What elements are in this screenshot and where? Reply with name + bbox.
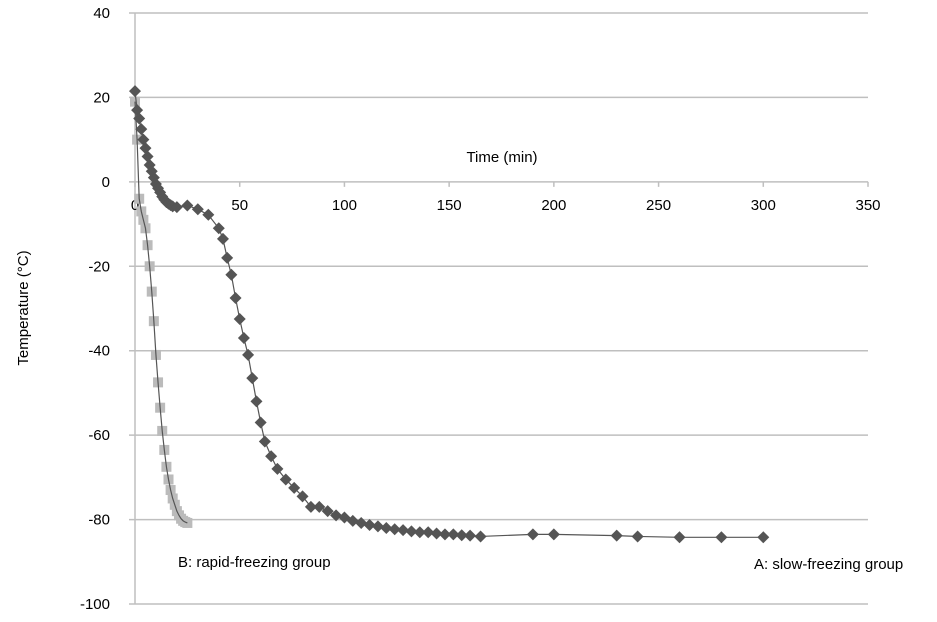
y-tick-label: -60 [88, 427, 110, 444]
y-tick-label: 40 [93, 5, 110, 22]
y-axis-ticks: 40 20 0 -20 -40 -60 -80 -100 [80, 5, 110, 613]
y-tick-label: -40 [88, 343, 110, 360]
y-tick-label: -20 [88, 258, 110, 275]
series-layer [129, 85, 770, 544]
x-tick-label: 150 [437, 197, 462, 214]
series-slow [129, 85, 770, 544]
x-tick-label: 50 [231, 197, 248, 214]
series-line [134, 91, 764, 538]
x-tick-label: 250 [646, 197, 671, 214]
x-axis-label: Time (min) [466, 149, 537, 166]
y-tick-label: 0 [102, 174, 110, 191]
x-axis-ticks: 0 50 100 150 200 250 300 350 [131, 181, 881, 214]
x-tick-label: 100 [332, 197, 357, 214]
gridlines [129, 12, 868, 605]
series-rapid [130, 96, 193, 528]
y-tick-label: 20 [93, 89, 110, 106]
y-axis-label: Temperature (°C) [15, 250, 32, 365]
y-tick-label: -100 [80, 596, 110, 613]
x-tick-label: 200 [541, 197, 566, 214]
x-tick-label: 0 [131, 197, 139, 214]
x-tick-label: 350 [855, 197, 880, 214]
y-tick-label: -80 [88, 512, 110, 529]
series-line [134, 101, 188, 524]
annotation-slow: A: slow-freezing group [754, 556, 903, 573]
x-tick-label: 300 [751, 197, 776, 214]
annotation-rapid: B: rapid-freezing group [178, 554, 331, 571]
